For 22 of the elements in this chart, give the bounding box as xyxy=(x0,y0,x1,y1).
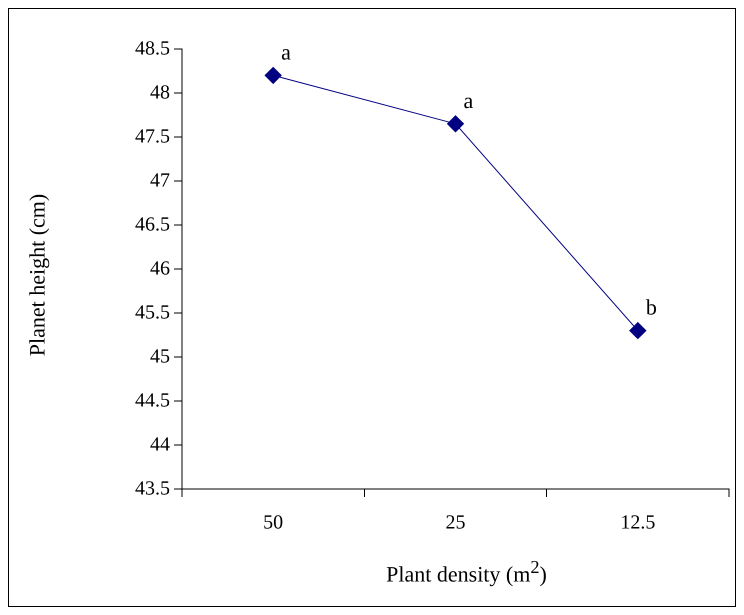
y-tick-label: 48 xyxy=(150,81,170,104)
y-axis-title: Planet height (cm) xyxy=(24,194,50,356)
y-tick-label: 43.5 xyxy=(135,477,170,500)
y-tick-label: 47.5 xyxy=(135,125,170,148)
x-tick-label: 50 xyxy=(263,511,284,534)
point xyxy=(447,115,464,132)
y-tick-label: 45 xyxy=(150,345,170,368)
x-tick-label: 12.5 xyxy=(620,511,656,534)
y-tick-label: 44 xyxy=(150,433,170,456)
x-axis-title: Plant density (m$^{2}$) xyxy=(385,557,548,588)
y-tick-label: 47 xyxy=(150,169,170,192)
annotation: b xyxy=(646,294,657,320)
x-tick-label: 25 xyxy=(446,511,466,534)
y-tick-label: 46 xyxy=(150,257,170,280)
y-tick-label: 44.5 xyxy=(135,389,170,412)
point xyxy=(629,322,646,340)
y-tick-label: 46.5 xyxy=(135,213,170,236)
y-tick-label: 45.5 xyxy=(135,301,170,324)
annotation: a xyxy=(281,39,292,64)
annotation: a xyxy=(464,88,474,113)
point xyxy=(264,66,282,84)
y-tick-label: 48.5 xyxy=(135,37,170,60)
